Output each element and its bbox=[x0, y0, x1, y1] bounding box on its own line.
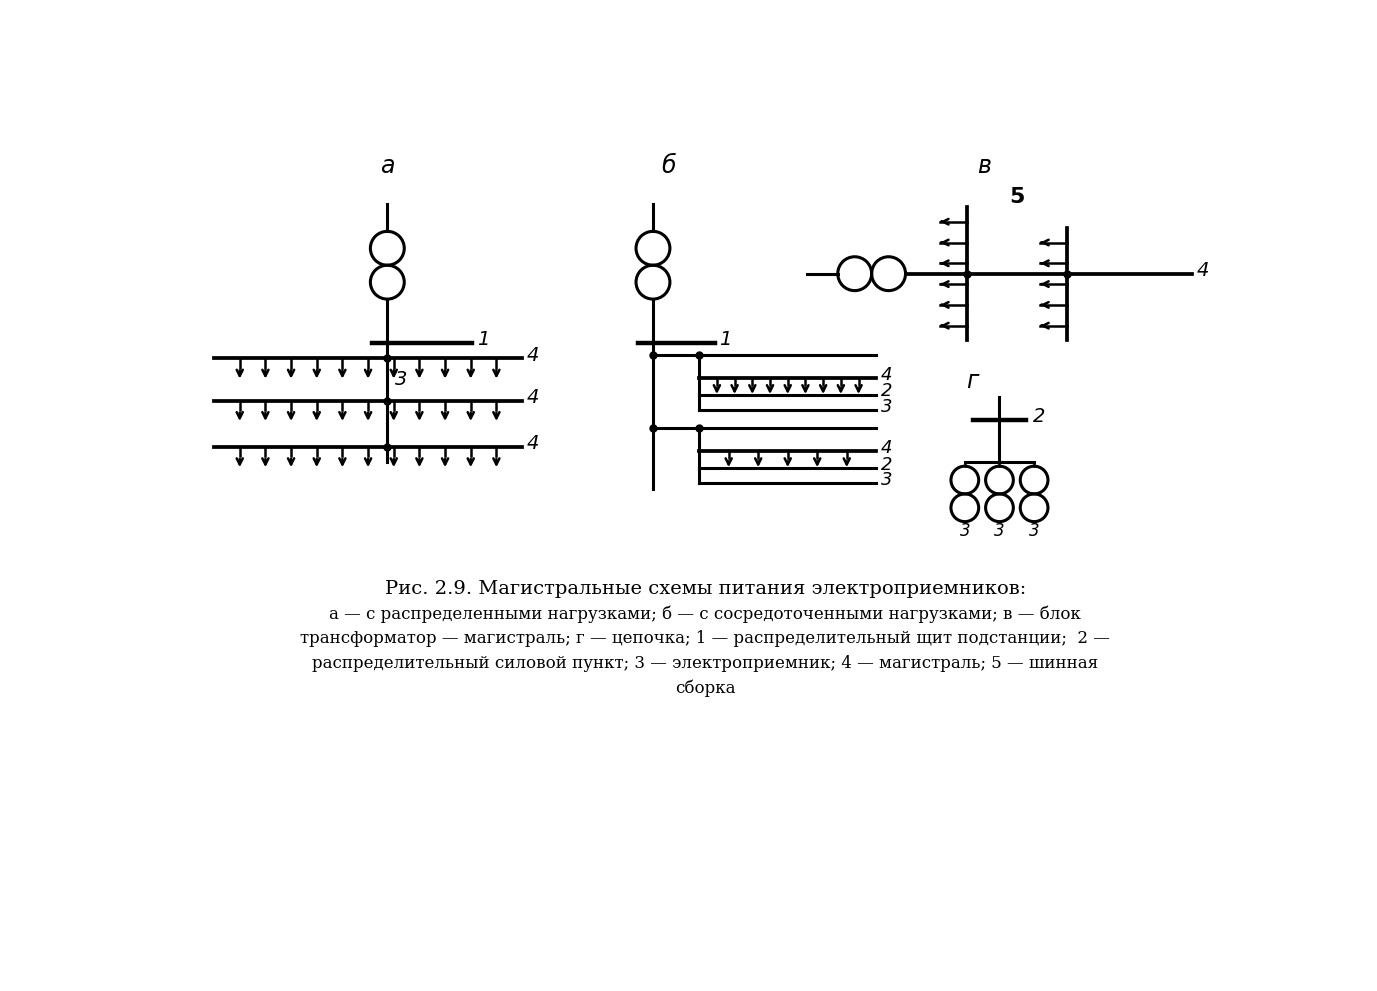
Text: трансформатор — магистраль; г — цепочка; 1 — распределительный щит подстанции;  : трансформатор — магистраль; г — цепочка;… bbox=[300, 630, 1110, 647]
Text: 3: 3 bbox=[881, 398, 892, 416]
Text: 4: 4 bbox=[526, 346, 538, 365]
Text: Рис. 2.9. Магистральные схемы питания электроприемников:: Рис. 2.9. Магистральные схемы питания эл… bbox=[384, 581, 1026, 599]
Text: г: г bbox=[967, 370, 979, 393]
Text: 3: 3 bbox=[960, 522, 971, 540]
Text: a: a bbox=[380, 154, 395, 178]
Text: 4: 4 bbox=[881, 439, 892, 457]
Text: a — с распределенными нагрузками; б — с сосредоточенными нагрузками; в — блок: a — с распределенными нагрузками; б — с … bbox=[329, 606, 1081, 622]
Text: 3: 3 bbox=[994, 522, 1005, 540]
Text: 2: 2 bbox=[881, 456, 892, 474]
Text: 5: 5 bbox=[1009, 186, 1024, 207]
Text: б: б bbox=[661, 154, 676, 178]
Text: 3: 3 bbox=[395, 370, 408, 389]
Text: 3: 3 bbox=[1029, 522, 1040, 540]
Text: 3: 3 bbox=[881, 471, 892, 489]
Text: 2: 2 bbox=[881, 383, 892, 400]
Text: 4: 4 bbox=[1197, 261, 1209, 280]
Text: в: в bbox=[978, 154, 991, 178]
Text: распределительный силовой пункт; 3 — электроприемник; 4 — магистраль; 5 — шинная: распределительный силовой пункт; 3 — эле… bbox=[313, 655, 1099, 672]
Text: сборка: сборка bbox=[675, 679, 735, 697]
Text: 4: 4 bbox=[881, 366, 892, 384]
Text: 4: 4 bbox=[526, 388, 538, 407]
Text: 4: 4 bbox=[526, 434, 538, 453]
Text: 2: 2 bbox=[1033, 406, 1045, 426]
Text: 1: 1 bbox=[719, 330, 731, 350]
Text: 1: 1 bbox=[476, 330, 489, 350]
